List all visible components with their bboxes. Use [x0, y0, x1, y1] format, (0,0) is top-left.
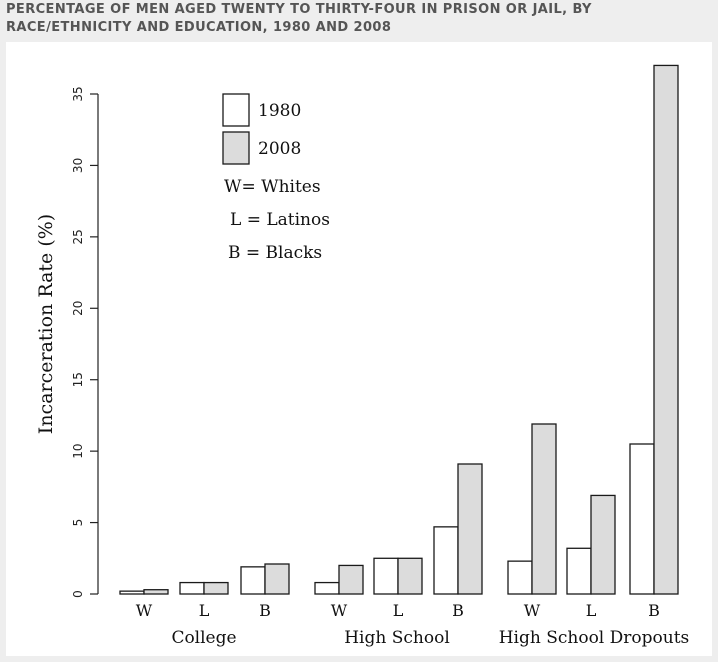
bar-2008-0: [143, 589, 169, 595]
legend-label-1980: 1980: [258, 101, 301, 121]
legend-label-2008: 2008: [258, 139, 301, 159]
category-label: L: [393, 601, 404, 620]
bar-1980-0: [119, 590, 145, 595]
y-tick-label: 5: [71, 519, 85, 527]
y-tick-label: 35: [71, 86, 85, 101]
group-labels: College High School High School Dropouts: [171, 628, 689, 648]
y-tick-label: 30: [71, 158, 85, 173]
bar-2008-5: [457, 463, 483, 595]
bar-1980-1: [179, 581, 205, 595]
bar-2008-1: [203, 581, 229, 595]
group-label: High School Dropouts: [499, 628, 690, 648]
bar-2008-6: [531, 423, 557, 595]
legend-swatch-2008: [222, 131, 250, 165]
bar-1980-8: [629, 443, 655, 595]
category-label: B: [648, 601, 660, 620]
bar-2008-2: [264, 563, 290, 595]
bar-1980-2: [240, 566, 266, 595]
group-label: High School: [344, 628, 450, 648]
bar-2008-8: [653, 64, 679, 595]
y-tick-label: 15: [71, 372, 85, 387]
category-label: B: [452, 601, 464, 620]
page-title: PERCENTAGE OF MEN AGED TWENTY TO THIRTY-…: [6, 2, 592, 35]
legend-swatch-1980: [222, 93, 250, 127]
bar-2008-3: [338, 564, 364, 595]
legend-note: B = Blacks: [228, 243, 322, 263]
legend: 1980 2008 W= Whites L = Latinos B = Blacks: [222, 93, 330, 263]
legend-note: W= Whites: [224, 177, 321, 197]
category-label: L: [199, 601, 210, 620]
bars: [119, 64, 679, 595]
category-label: W: [524, 601, 541, 620]
y-tick-label: 0: [71, 590, 85, 598]
y-tick-label: 20: [71, 301, 85, 316]
bar-1980-3: [314, 581, 340, 595]
bar-1980-7: [566, 547, 592, 595]
legend-note: L = Latinos: [230, 210, 330, 230]
bar-2008-4: [397, 557, 423, 595]
bar-1980-5: [433, 526, 459, 595]
y-axis: 0 5 10 15 20 25 30 35: [71, 86, 99, 598]
y-tick-label: 10: [71, 444, 85, 459]
bar-1980-4: [373, 557, 399, 595]
bar-chart: 0 5 10 15 20 25 30 35 W L B W L B W L B College High Sch…: [35, 64, 689, 648]
chart-card: 0 5 10 15 20 25 30 35 W L B W L B W L B College High Sch…: [6, 42, 712, 656]
bar-2008-7: [590, 494, 616, 595]
category-label: L: [586, 601, 597, 620]
category-label: B: [259, 601, 271, 620]
group-label: College: [171, 628, 236, 648]
y-axis-label: Incarceration Rate (%): [35, 214, 57, 434]
bar-1980-6: [507, 560, 533, 595]
y-tick-label: 25: [71, 229, 85, 244]
category-label: W: [331, 601, 348, 620]
category-label: W: [136, 601, 153, 620]
